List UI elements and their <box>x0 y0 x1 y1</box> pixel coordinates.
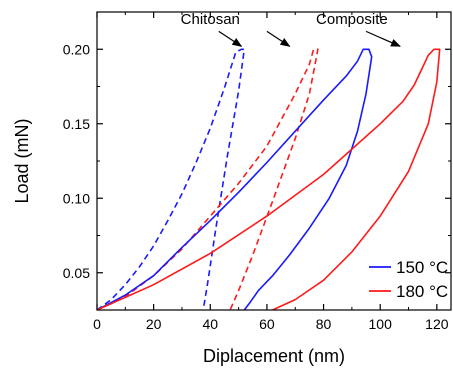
annotation-arrow <box>218 30 243 47</box>
annotation-layer: Chitosan Composite <box>181 11 401 47</box>
series-line-chitosan-180-c <box>97 48 319 310</box>
x-tick-label: 40 <box>202 316 218 332</box>
series-layer <box>97 48 441 310</box>
series-line-composite-180-c <box>97 48 441 310</box>
y-axis-label: Load (mN) <box>12 118 32 203</box>
x-tick-label: 120 <box>425 316 449 332</box>
x-tick-label: 60 <box>259 316 275 332</box>
annotation-label-composite: Composite <box>316 11 388 28</box>
legend-label: 180 °C <box>396 282 448 301</box>
y-tick-label: 0.20 <box>63 41 90 57</box>
x-axis-label: Diplacement (nm) <box>203 346 345 366</box>
annotation-arrow <box>365 30 401 47</box>
ticks-layer: 0 20 40 60 80 100 120 0.05 0.10 0.15 0.20 <box>63 12 451 332</box>
series-line-chitosan-150-c <box>97 48 246 310</box>
x-tick-label: 80 <box>316 316 332 332</box>
y-tick-label: 0.15 <box>63 116 90 132</box>
y-tick-label: 0.05 <box>63 265 90 281</box>
y-tick-label: 0.10 <box>63 190 90 206</box>
annotation-label-chitosan: Chitosan <box>181 11 240 28</box>
x-tick-label: 20 <box>146 316 162 332</box>
legend: 150 °C 180 °C <box>369 258 448 301</box>
x-tick-label: 100 <box>369 316 393 332</box>
annotation-arrow <box>266 30 291 47</box>
legend-label: 150 °C <box>396 258 448 277</box>
x-tick-label: 0 <box>93 316 101 332</box>
series-line-composite-150-c <box>97 48 373 310</box>
